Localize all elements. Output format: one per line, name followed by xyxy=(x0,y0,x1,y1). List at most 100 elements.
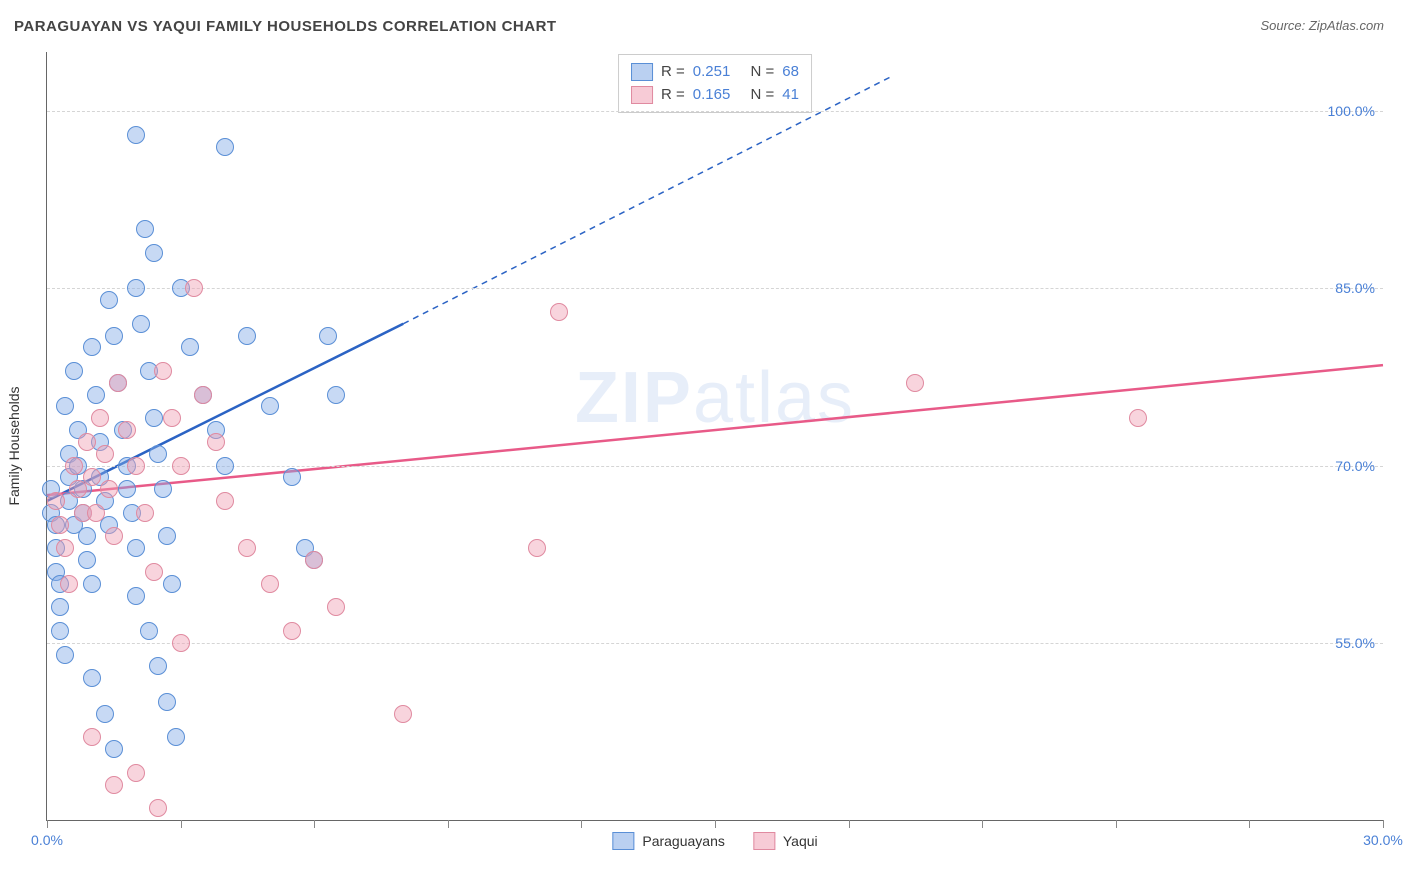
scatter-point xyxy=(216,492,234,510)
scatter-point xyxy=(78,433,96,451)
scatter-point xyxy=(216,457,234,475)
r-value: 0.251 xyxy=(693,61,731,84)
scatter-point xyxy=(105,527,123,545)
scatter-point xyxy=(127,279,145,297)
scatter-point xyxy=(65,362,83,380)
scatter-point xyxy=(154,362,172,380)
scatter-point xyxy=(127,764,145,782)
scatter-point xyxy=(528,539,546,557)
scatter-point xyxy=(550,303,568,321)
scatter-point xyxy=(118,421,136,439)
scatter-point xyxy=(305,551,323,569)
scatter-point xyxy=(96,445,114,463)
stats-legend-box: R = 0.251 N = 68 R = 0.165 N = 41 xyxy=(618,54,812,113)
scatter-point xyxy=(83,575,101,593)
scatter-point xyxy=(172,634,190,652)
y-tick-label: 85.0% xyxy=(1335,280,1375,296)
scatter-point xyxy=(194,386,212,404)
scatter-point xyxy=(163,409,181,427)
scatter-point xyxy=(172,457,190,475)
y-axis-label: Family Households xyxy=(6,386,22,505)
x-tick xyxy=(982,820,983,828)
scatter-point xyxy=(60,575,78,593)
y-tick-label: 70.0% xyxy=(1335,458,1375,474)
x-tick xyxy=(314,820,315,828)
legend-item-paraguayans: Paraguayans xyxy=(612,832,725,850)
x-tick-label: 30.0% xyxy=(1363,832,1403,848)
scatter-point xyxy=(56,646,74,664)
scatter-point xyxy=(83,669,101,687)
scatter-point xyxy=(87,386,105,404)
swatch-icon xyxy=(612,832,634,850)
x-tick xyxy=(181,820,182,828)
scatter-point xyxy=(283,622,301,640)
scatter-point xyxy=(56,539,74,557)
scatter-point xyxy=(51,622,69,640)
scatter-point xyxy=(158,693,176,711)
scatter-point xyxy=(181,338,199,356)
scatter-point xyxy=(394,705,412,723)
scatter-point xyxy=(327,598,345,616)
scatter-point xyxy=(47,492,65,510)
swatch-icon xyxy=(631,86,653,104)
stats-row-paraguayans: R = 0.251 N = 68 xyxy=(631,61,799,84)
scatter-point xyxy=(91,409,109,427)
scatter-point xyxy=(261,575,279,593)
bottom-legend: Paraguayans Yaqui xyxy=(612,832,817,850)
scatter-point xyxy=(51,598,69,616)
scatter-point xyxy=(100,480,118,498)
scatter-point xyxy=(105,740,123,758)
scatter-point xyxy=(127,457,145,475)
scatter-point xyxy=(216,138,234,156)
scatter-point xyxy=(149,799,167,817)
x-tick-label: 0.0% xyxy=(31,832,63,848)
chart-container: PARAGUAYAN VS YAQUI FAMILY HOUSEHOLDS CO… xyxy=(0,0,1406,892)
scatter-point xyxy=(283,468,301,486)
x-tick xyxy=(849,820,850,828)
chart-title: PARAGUAYAN VS YAQUI FAMILY HOUSEHOLDS CO… xyxy=(14,18,557,35)
x-tick xyxy=(1249,820,1250,828)
scatter-point xyxy=(132,315,150,333)
scatter-point xyxy=(127,539,145,557)
scatter-point xyxy=(149,445,167,463)
x-tick xyxy=(47,820,48,828)
scatter-point xyxy=(105,327,123,345)
n-value: 68 xyxy=(782,61,799,84)
r-label: R = xyxy=(661,61,685,84)
x-tick xyxy=(1383,820,1384,828)
scatter-point xyxy=(56,397,74,415)
scatter-point xyxy=(83,728,101,746)
swatch-icon xyxy=(631,63,653,81)
scatter-point xyxy=(319,327,337,345)
scatter-point xyxy=(238,327,256,345)
scatter-point xyxy=(105,776,123,794)
scatter-point xyxy=(154,480,172,498)
legend-label: Yaqui xyxy=(783,833,818,849)
scatter-point xyxy=(158,527,176,545)
x-tick xyxy=(715,820,716,828)
scatter-point xyxy=(136,220,154,238)
scatter-point xyxy=(145,244,163,262)
scatter-point xyxy=(167,728,185,746)
n-label: N = xyxy=(751,61,775,84)
scatter-point xyxy=(145,563,163,581)
trend-line xyxy=(47,365,1383,495)
scatter-point xyxy=(140,622,158,640)
scatter-point xyxy=(261,397,279,415)
n-value: 41 xyxy=(782,84,799,107)
gridline xyxy=(47,288,1383,289)
y-tick-label: 100.0% xyxy=(1328,103,1375,119)
scatter-point xyxy=(118,480,136,498)
stats-row-yaqui: R = 0.165 N = 41 xyxy=(631,84,799,107)
y-tick-label: 55.0% xyxy=(1335,635,1375,651)
scatter-point xyxy=(127,587,145,605)
scatter-point xyxy=(78,527,96,545)
scatter-point xyxy=(906,374,924,392)
scatter-point xyxy=(163,575,181,593)
scatter-point xyxy=(136,504,154,522)
scatter-point xyxy=(145,409,163,427)
scatter-point xyxy=(185,279,203,297)
scatter-point xyxy=(87,504,105,522)
scatter-point xyxy=(149,657,167,675)
scatter-point xyxy=(100,291,118,309)
